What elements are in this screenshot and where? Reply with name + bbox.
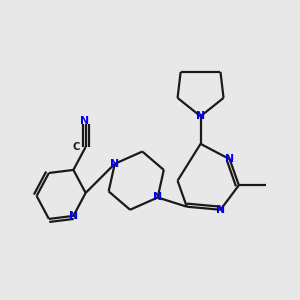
Text: N: N: [196, 111, 205, 121]
Text: C: C: [72, 142, 80, 152]
Text: N: N: [153, 193, 162, 202]
Text: N: N: [225, 154, 234, 164]
Text: N: N: [69, 211, 78, 221]
Text: N: N: [80, 116, 89, 126]
Text: N: N: [216, 205, 225, 215]
Text: N: N: [110, 159, 119, 169]
